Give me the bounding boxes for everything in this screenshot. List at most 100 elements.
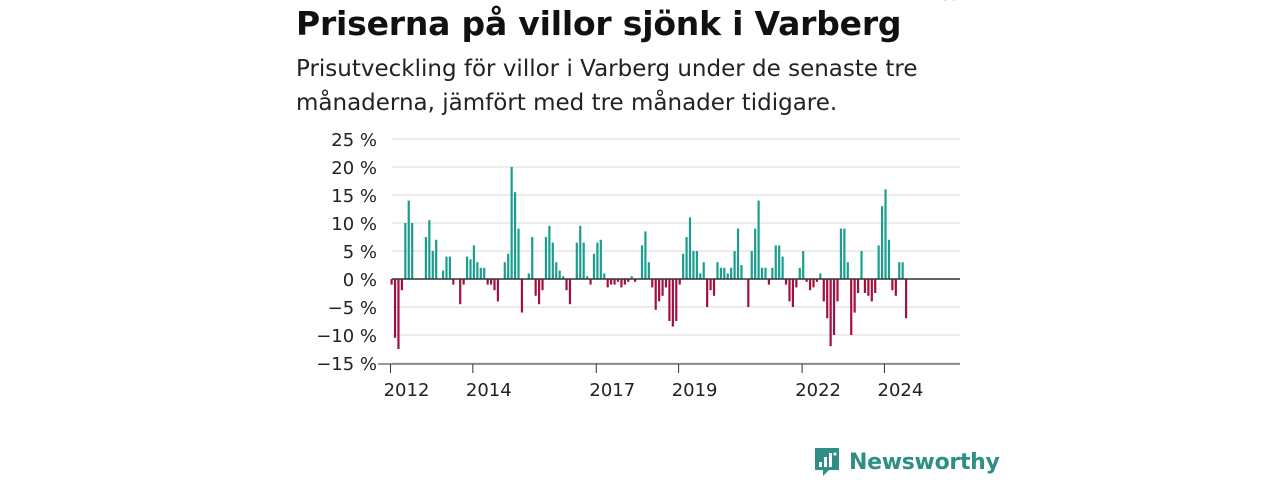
bar: [736, 228, 740, 279]
bar: [712, 279, 716, 296]
x-tick-label: 2022: [795, 380, 841, 401]
bar: [832, 279, 836, 335]
bar: [428, 220, 431, 279]
bar: [503, 262, 506, 279]
bar: [548, 225, 551, 279]
bar: [397, 279, 400, 349]
bar: [435, 239, 438, 279]
y-tick-label: 0 %: [343, 270, 377, 291]
bar: [802, 251, 805, 279]
bar: [568, 279, 572, 305]
last-value-label: −7 %: [908, 0, 957, 5]
bar: [610, 279, 613, 285]
bar: [784, 279, 788, 285]
bar: [699, 273, 702, 279]
bar: [634, 279, 637, 282]
bar: [462, 279, 465, 285]
newsworthy-logo-icon: [815, 448, 839, 476]
bar: [654, 279, 657, 310]
bar: [544, 237, 548, 279]
y-tick-label: −10 %: [316, 326, 377, 347]
bar: [558, 270, 561, 279]
bar: [562, 276, 565, 279]
bar: [565, 279, 568, 291]
bar: [627, 279, 630, 282]
bar: [431, 251, 434, 279]
bar: [555, 262, 558, 279]
bar: [472, 245, 476, 279]
bar: [586, 276, 589, 279]
bar: [870, 279, 873, 302]
bar: [764, 267, 767, 279]
bar: [424, 237, 427, 279]
bar: [898, 262, 901, 279]
bar: [479, 267, 482, 279]
bar: [877, 245, 880, 279]
bar: [534, 279, 537, 296]
bar: [675, 279, 678, 321]
bar: [644, 231, 647, 279]
bar: [836, 279, 839, 302]
bar: [486, 279, 489, 285]
bar: [829, 279, 832, 347]
bar: [856, 279, 860, 293]
bar: [815, 279, 819, 282]
bar: [774, 245, 777, 279]
bar: [767, 279, 770, 285]
bar: [819, 273, 822, 279]
bar: [778, 245, 781, 279]
bar: [826, 279, 829, 319]
bar: [613, 279, 616, 285]
bar: [537, 279, 541, 305]
bar: [798, 267, 801, 279]
bar: [812, 279, 815, 288]
bar: [596, 242, 599, 279]
bar: [465, 256, 469, 279]
bar: [682, 253, 685, 279]
bar: [719, 267, 722, 279]
bar: [661, 279, 664, 296]
bar: [393, 279, 397, 338]
bar: [517, 228, 520, 279]
bar: [884, 189, 887, 279]
bar: [750, 251, 753, 279]
bar: [733, 251, 736, 279]
y-tick-label: −5 %: [328, 298, 377, 319]
bar: [822, 279, 825, 302]
bar: [702, 262, 705, 279]
bar: [579, 225, 582, 279]
x-tick-label: 2019: [672, 380, 718, 401]
chart-subtitle: Prisutveckling för villor i Varberg unde…: [296, 56, 918, 116]
bar: [747, 279, 750, 307]
bar: [805, 279, 808, 282]
bar: [880, 206, 884, 279]
bar: [445, 256, 448, 279]
bar: [400, 279, 403, 291]
bar: [651, 279, 654, 288]
bar: [901, 262, 904, 279]
bar: [726, 273, 729, 279]
y-tick-label: 25 %: [331, 130, 377, 151]
bar: [496, 279, 500, 302]
bar: [599, 239, 602, 279]
bar: [740, 265, 743, 279]
bar: [489, 279, 493, 285]
bar: [647, 262, 650, 279]
bar: [723, 267, 726, 279]
bar: [441, 270, 445, 279]
bar: [459, 279, 462, 305]
bar: [671, 279, 674, 327]
bar: [843, 228, 846, 279]
x-tick-label: 2024: [878, 380, 924, 401]
brand-logo: Newsworthy: [813, 446, 1000, 478]
bar: [887, 239, 891, 279]
bar: [853, 279, 856, 313]
y-tick-label: 20 %: [331, 158, 377, 179]
bar: [894, 279, 897, 296]
bar: [730, 267, 733, 279]
bar: [640, 245, 644, 279]
y-tick-label: −15 %: [316, 354, 377, 375]
bar: [757, 200, 760, 279]
x-tick-label: 2017: [589, 380, 635, 401]
bar: [513, 192, 517, 279]
